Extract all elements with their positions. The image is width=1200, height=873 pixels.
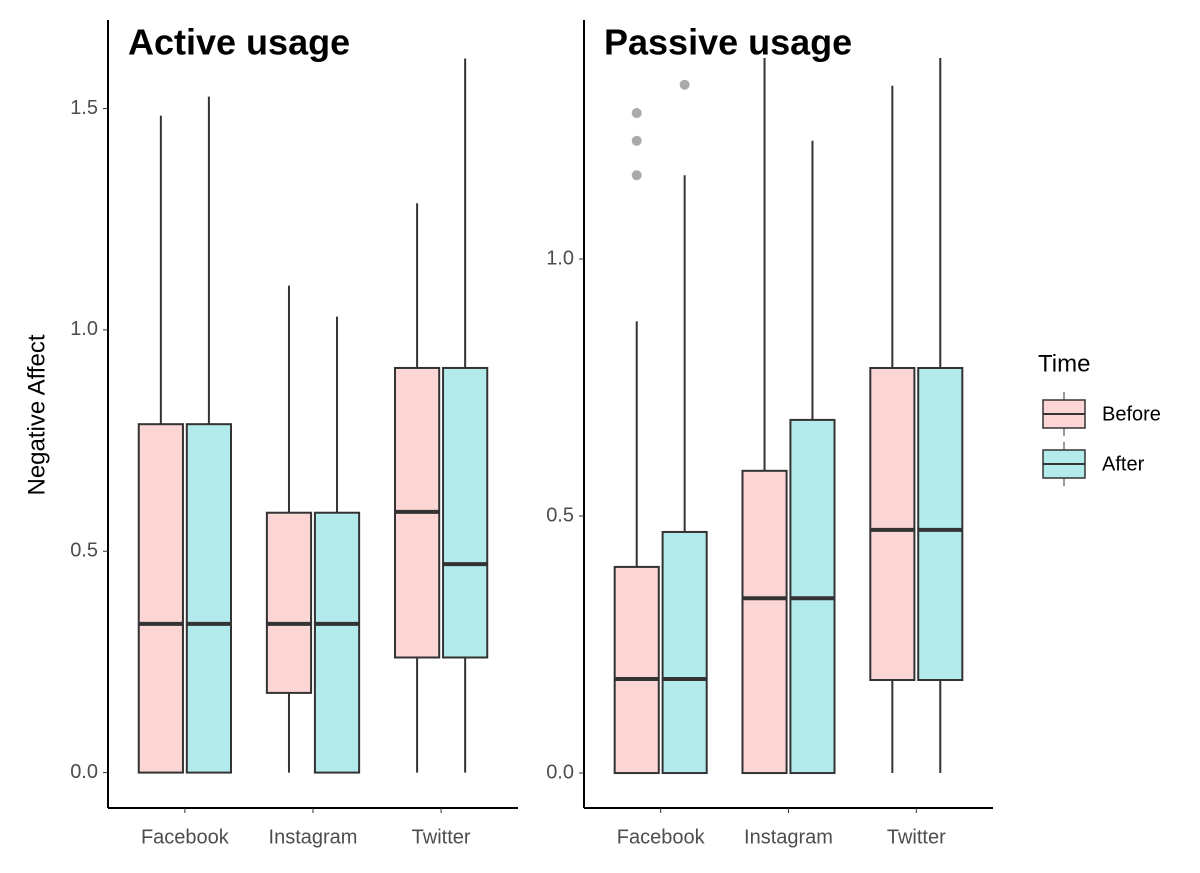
y-tick-label: 0.0	[546, 761, 574, 783]
outlier	[631, 170, 642, 181]
outlier	[631, 135, 642, 146]
box	[869, 366, 916, 682]
box	[917, 366, 964, 682]
x-tick-label: Facebook	[617, 826, 706, 848]
x-tick-label: Facebook	[141, 826, 230, 848]
x-tick-label: Twitter	[887, 826, 946, 848]
y-tick-label: 0.0	[70, 761, 98, 783]
box	[265, 511, 313, 694]
box	[313, 511, 361, 774]
panel-title: Active usage	[128, 22, 350, 63]
x-tick-label: Instagram	[744, 826, 833, 848]
legend-label: After	[1102, 453, 1145, 475]
box	[442, 366, 489, 659]
y-tick-label: 0.5	[70, 540, 98, 562]
outlier	[631, 108, 642, 119]
legend-label: Before	[1102, 403, 1161, 425]
y-tick-label: 1.0	[546, 247, 574, 269]
y-tick-label: 0.5	[546, 504, 574, 526]
outlier	[679, 79, 690, 90]
x-tick-label: Twitter	[412, 826, 471, 848]
box	[185, 423, 232, 774]
box	[613, 565, 660, 775]
y-axis-label: Negative Affect	[23, 334, 50, 495]
y-tick-label: 1.0	[70, 318, 98, 340]
box	[137, 423, 184, 774]
box	[741, 469, 788, 775]
x-tick-label: Instagram	[269, 826, 358, 848]
panel-title: Passive usage	[604, 22, 852, 63]
legend-title: Time	[1038, 350, 1090, 377]
y-tick-label: 1.5	[70, 97, 98, 119]
box	[661, 530, 708, 775]
